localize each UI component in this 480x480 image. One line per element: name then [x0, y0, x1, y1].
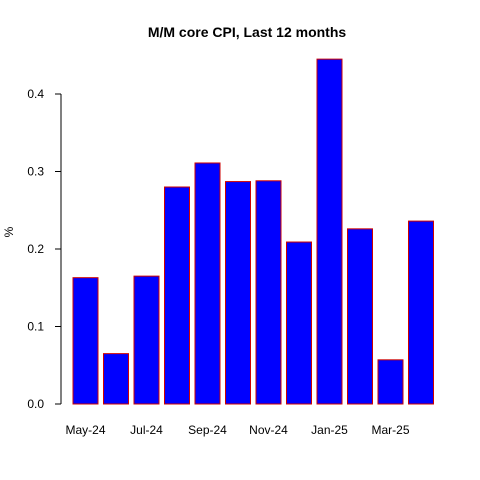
y-tick-label: 0.3 — [27, 165, 44, 179]
x-axis: May-24 Jul-24 Sep-24 Nov-24 Jan-25 Mar-25 — [65, 423, 409, 437]
bar-Apr-25 — [408, 220, 434, 405]
bar-May-24 — [72, 277, 99, 405]
x-tick-label: Sep-24 — [188, 423, 227, 437]
bar-Feb-25 — [347, 228, 373, 405]
x-tick-label: Jul-24 — [130, 423, 163, 437]
bar-Dec-24 — [286, 241, 312, 405]
bar-Mar-25 — [377, 359, 404, 405]
y-tick-label: 0.0 — [27, 397, 44, 411]
bar-Sep-24 — [194, 162, 221, 405]
y-tick-label: 0.1 — [27, 320, 44, 334]
bar-Jul-24 — [133, 275, 160, 405]
bar-Aug-24 — [164, 186, 190, 405]
x-tick-label: Nov-24 — [249, 423, 288, 437]
x-tick-label: Mar-25 — [371, 423, 409, 437]
bar-Nov-24 — [255, 180, 282, 405]
bar-Jan-25 — [316, 58, 343, 405]
y-tick-label: 0.4 — [27, 87, 44, 101]
bar-Oct-24 — [225, 181, 251, 405]
chart-title: M/M core CPI, Last 12 months — [148, 24, 347, 40]
bar-Jun-24 — [103, 353, 129, 405]
x-tick-label: Jan-25 — [311, 423, 348, 437]
bars-group — [72, 58, 434, 405]
y-axis-label: % — [2, 226, 16, 237]
y-tick-label: 0.2 — [27, 242, 44, 256]
y-axis: 0.0 0.1 0.2 0.3 0.4 — [27, 87, 62, 411]
x-tick-label: May-24 — [65, 423, 105, 437]
